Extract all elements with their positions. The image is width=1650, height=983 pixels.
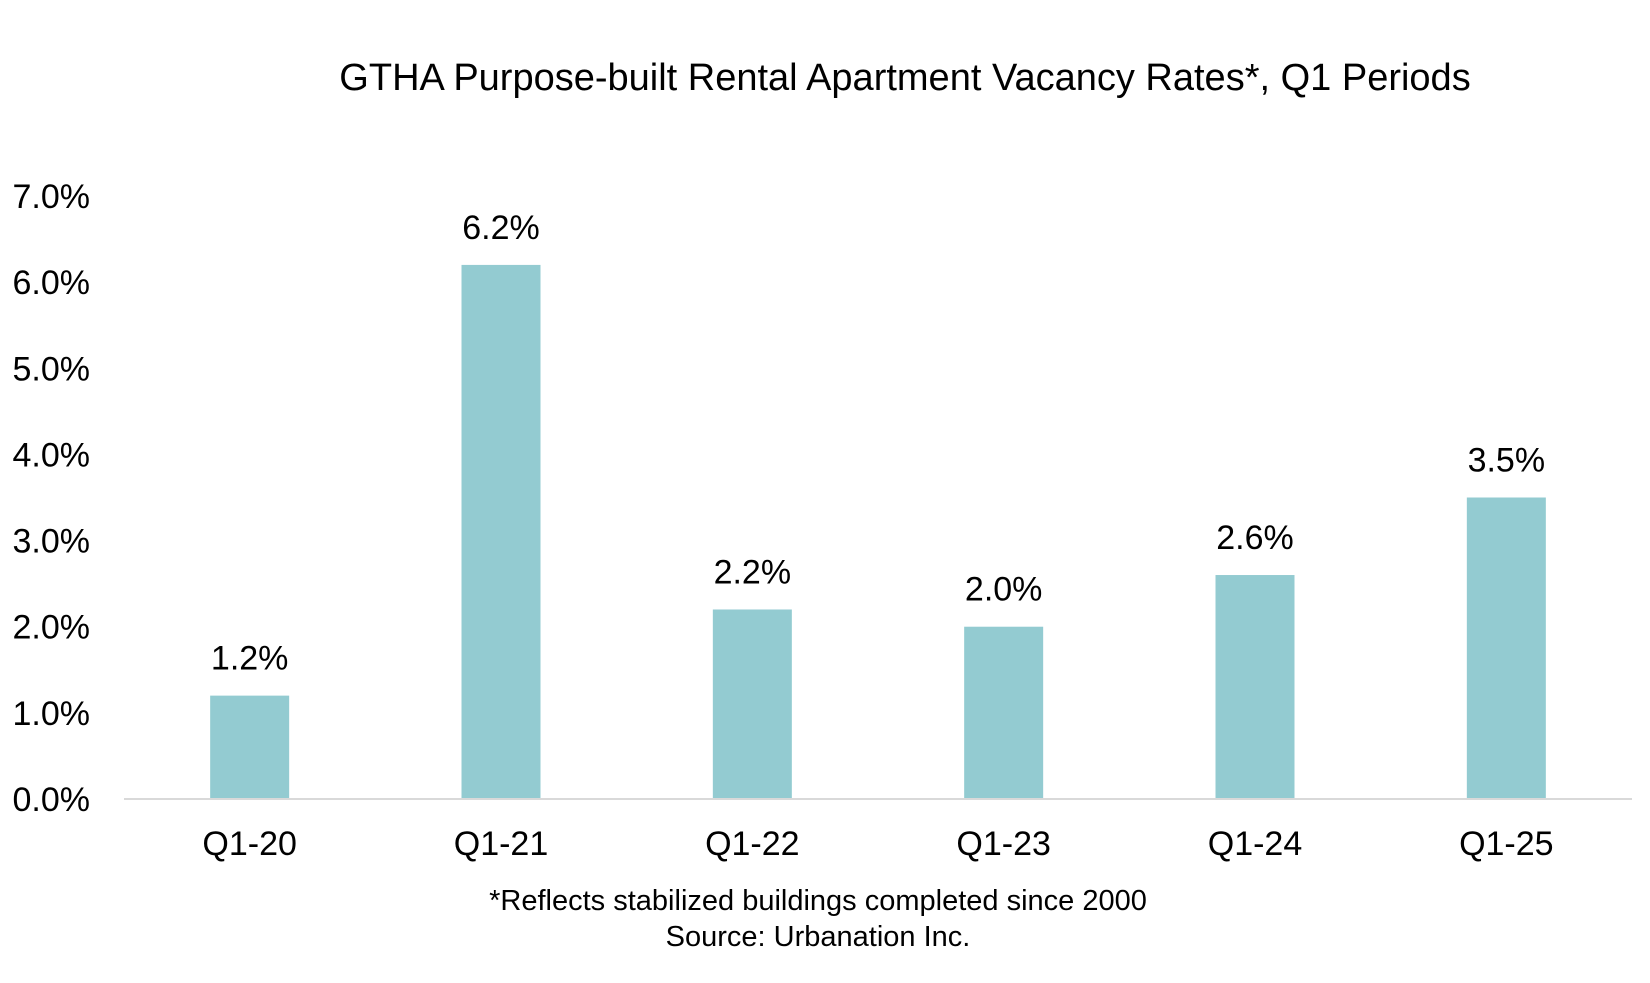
bar [712,609,792,799]
x-tick-label: Q1-20 [202,825,297,863]
data-label: 6.2% [462,209,540,247]
y-tick-label: 6.0% [13,264,91,302]
bar [1215,575,1295,799]
data-label: 3.5% [1468,442,1546,480]
data-label: 2.0% [965,571,1043,609]
y-tick-label: 3.0% [13,523,91,561]
bar [1466,497,1546,799]
y-tick-label: 1.0% [13,695,91,733]
x-tick-label: Q1-24 [1208,825,1303,863]
footnote: *Reflects stabilized buildings completed… [489,885,1147,917]
y-tick-label: 5.0% [13,350,91,388]
bars [210,264,1546,799]
data-label: 2.2% [714,553,792,591]
x-tick-label: Q1-21 [454,825,549,863]
bar [964,626,1044,799]
y-tick-label: 7.0% [13,178,91,216]
bar [210,695,290,799]
x-tick-label: Q1-22 [705,825,800,863]
bar [461,264,541,799]
x-axis-tick-labels: Q1-20 Q1-21 Q1-22 Q1-23 Q1-24 Q1-25 [202,825,1553,863]
chart-title: GTHA Purpose-built Rental Apartment Vaca… [339,57,1470,99]
source-note: Source: Urbanation Inc. [666,921,971,953]
x-tick-label: Q1-25 [1459,825,1554,863]
x-tick-label: Q1-23 [956,825,1051,863]
y-axis-tick-labels: 0.0% 1.0% 2.0% 3.0% 4.0% 5.0% 6.0% 7.0% [13,178,91,819]
data-label: 2.6% [1216,519,1294,557]
y-tick-label: 4.0% [13,436,91,474]
y-tick-label: 2.0% [13,609,91,647]
y-tick-label: 0.0% [13,781,91,819]
data-label: 1.2% [211,640,289,678]
data-labels: 1.2% 6.2% 2.2% 2.0% 2.6% 3.5% [211,209,1545,678]
